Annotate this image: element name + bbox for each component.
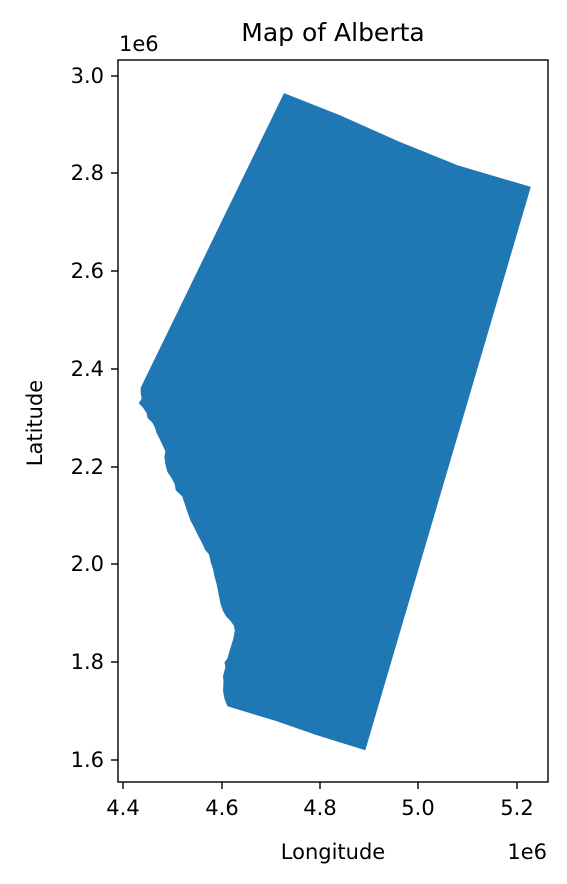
y-tick-label: 2.6 — [71, 259, 104, 283]
chart-title: Map of Alberta — [241, 18, 424, 47]
y-tick: 2.2 — [71, 455, 118, 479]
x-tick: 4.4 — [106, 782, 140, 820]
y-tick: 3.0 — [71, 64, 118, 88]
y-axis-label: Latitude — [23, 380, 47, 466]
x-tick-label: 5.2 — [500, 796, 533, 820]
y-tick-label: 1.6 — [71, 748, 104, 772]
x-axis-offset-label: 1e6 — [507, 840, 547, 864]
y-tick: 2.4 — [71, 357, 118, 381]
x-tick-label: 5.0 — [401, 796, 434, 820]
y-tick: 1.6 — [71, 748, 118, 772]
y-tick-label: 3.0 — [71, 64, 104, 88]
axes-frame — [117, 59, 549, 783]
y-tick: 2.8 — [71, 161, 118, 185]
x-tick: 4.6 — [205, 782, 239, 820]
y-tick-label: 2.2 — [71, 455, 104, 479]
y-tick-label: 2.8 — [71, 161, 104, 185]
map-plot-area — [138, 93, 531, 751]
x-tick-label: 4.6 — [205, 796, 238, 820]
y-tick: 2.0 — [71, 552, 118, 576]
x-tick-label: 4.8 — [303, 796, 336, 820]
y-tick: 2.6 — [71, 259, 118, 283]
x-tick: 4.8 — [303, 782, 337, 820]
x-tick: 5.0 — [401, 782, 435, 820]
y-axis-offset-label: 1e6 — [119, 32, 159, 56]
x-axis-label: Longitude — [281, 840, 385, 864]
y-axis-ticks: 1.6 1.8 2.0 2.2 2.4 2.6 2.8 3.0 — [71, 64, 118, 772]
x-axis-ticks: 4.4 4.6 4.8 5.0 5.2 — [106, 782, 534, 820]
y-tick: 1.8 — [71, 650, 118, 674]
alberta-region-shape — [138, 93, 531, 751]
x-tick: 5.2 — [500, 782, 534, 820]
y-tick-label: 2.0 — [71, 552, 104, 576]
x-tick-label: 4.4 — [106, 796, 139, 820]
y-tick-label: 1.8 — [71, 650, 104, 674]
y-tick-label: 2.4 — [71, 357, 104, 381]
